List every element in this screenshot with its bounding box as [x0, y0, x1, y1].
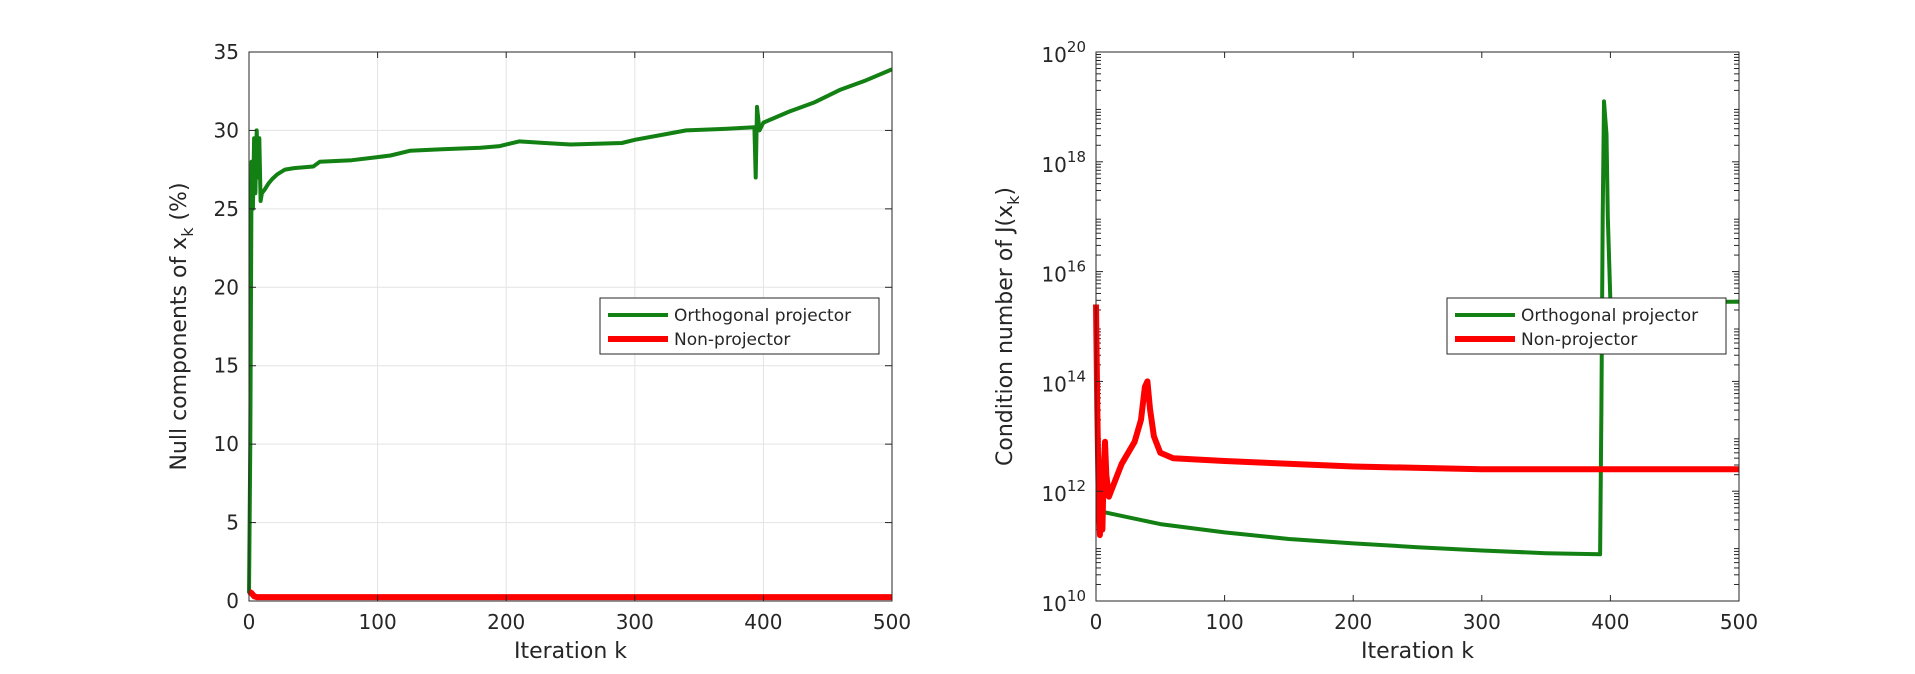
axes-box: [248, 51, 893, 602]
y-tick-label: 0: [226, 589, 239, 613]
legend: Orthogonal projector Non-projector: [1446, 297, 1727, 355]
x-tick-label: 0: [243, 610, 256, 634]
legend-label-orthogonal-projector: Orthogonal projector: [1521, 306, 1698, 326]
y-tick-label: 5: [226, 511, 239, 535]
y-tick-label: 1018: [1041, 148, 1086, 177]
y-tick-label: 25: [214, 197, 239, 221]
y-tick-label: 1010: [1041, 587, 1086, 616]
right-panel: 0 100 200 300 400 500 1010 1012 1014 1016 1018 1020…: [993, 38, 1758, 664]
x-tick-label: 500: [1720, 610, 1758, 634]
y-tick-label: 1020: [1041, 38, 1086, 67]
x-tick-label: 400: [1591, 610, 1629, 634]
x-tick-label: 100: [1206, 610, 1244, 634]
x-axis-label: Iteration k: [1361, 639, 1474, 664]
x-tick-label: 0: [1090, 610, 1103, 634]
series-orthogonal-projector-line: [1095, 99, 1739, 557]
legend-label-orthogonal-projector: Orthogonal projector: [674, 306, 851, 326]
x-axis-label: Iteration k: [514, 639, 627, 664]
x-tick-label: 300: [616, 610, 654, 634]
y-tick-label: 10: [214, 432, 239, 456]
axes-box: [1095, 51, 1740, 602]
series-non-projector-line: [247, 589, 892, 601]
x-tick-label: 400: [744, 610, 782, 634]
y-tick-labels: 1010 1012 1014 1016 1018 1020: [1041, 38, 1086, 616]
x-tick-labels: 0 100 200 300 400 500: [1090, 610, 1758, 634]
y-tick-label: 30: [214, 118, 239, 142]
legend: Orthogonal projector Non-projector: [599, 297, 880, 355]
left-panel: 0 100 200 300 400 500 0 5 10 15 20 25 30 35 Iteration …: [167, 40, 911, 664]
legend-label-non-projector: Non-projector: [1521, 330, 1637, 350]
y-tick-labels: 0 5 10 15 20 25 30 35: [214, 40, 239, 613]
x-tick-labels: 0 100 200 300 400 500: [243, 610, 911, 634]
legend-box: [599, 297, 880, 355]
y-tick-label: 1014: [1041, 367, 1086, 396]
y-tick-label: 1016: [1041, 258, 1086, 287]
y-tick-label: 20: [214, 275, 239, 299]
y-axis-label: Null components of xk (%): [167, 182, 197, 470]
x-tick-label: 300: [1463, 610, 1501, 634]
x-tick-label: 100: [359, 610, 397, 634]
legend-box: [1446, 297, 1727, 355]
y-axis-label: Condition number of J(xk): [993, 187, 1023, 466]
x-tick-label: 200: [487, 610, 525, 634]
legend-label-non-projector: Non-projector: [674, 330, 790, 350]
x-tick-label: 200: [1334, 610, 1372, 634]
y-tick-label: 15: [214, 354, 239, 378]
y-tick-label: 35: [214, 40, 239, 64]
series-orthogonal-projector-line: [247, 67, 893, 594]
x-tick-label: 500: [873, 610, 911, 634]
y-tick-label: 1012: [1041, 477, 1086, 506]
